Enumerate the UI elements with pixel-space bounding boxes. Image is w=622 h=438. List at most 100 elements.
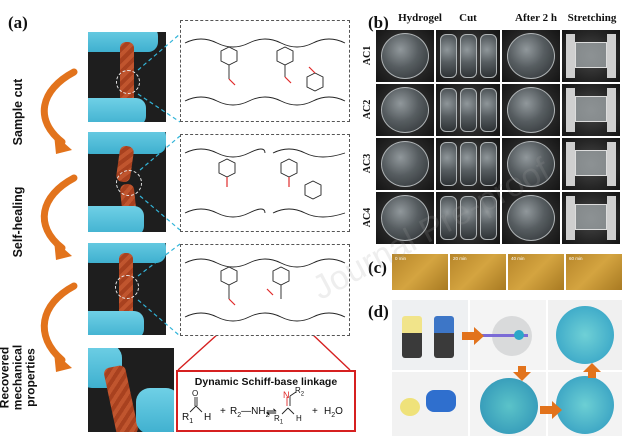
timestamp-1: 0 min <box>395 256 407 261</box>
clamp-right <box>607 196 616 240</box>
amine-r: R <box>230 406 238 417</box>
healed-disc-1 <box>480 378 538 434</box>
healed-disc <box>507 195 555 241</box>
arrow-right-d-2 <box>540 401 562 419</box>
arrow-up-d <box>583 363 601 378</box>
stretched-film <box>575 42 607 68</box>
col-head-stretching: Stretching <box>567 12 617 24</box>
photo-strip-stretched <box>88 348 174 432</box>
photo-injection <box>470 300 546 370</box>
clamp-left <box>566 142 575 186</box>
col-head-after: After 2 h <box>515 12 557 24</box>
vial-blue <box>434 316 454 358</box>
grid-cell-r2-c4 <box>562 84 620 136</box>
imine-r2: R2 <box>295 386 304 398</box>
process-arrows <box>40 68 78 372</box>
aldehyde-r1: R1 <box>182 412 193 425</box>
grid-cell-r4-c2 <box>436 192 500 244</box>
clamp-right <box>607 88 616 132</box>
imine-r1-r: R <box>274 414 280 423</box>
water-o: O <box>335 406 343 417</box>
structure-healed <box>180 244 350 336</box>
grid-cell-r2-c3 <box>502 84 560 136</box>
stretched-film <box>575 150 607 176</box>
panel-b-label: (b) <box>368 13 389 32</box>
grid-cell-r4-c4 <box>562 192 620 244</box>
col-head-hydrogel: Hydrogel <box>398 12 442 24</box>
grid-cell-r1-c3 <box>502 30 560 82</box>
hydrogel-disc <box>381 141 429 187</box>
cut-piece <box>460 88 477 132</box>
clamp-right <box>607 142 616 186</box>
cut-piece <box>480 34 497 78</box>
stretched-film <box>575 204 607 230</box>
water-sub: 2 <box>331 412 336 419</box>
panel-a-label: (a) <box>8 13 28 32</box>
water: H2O <box>324 406 343 419</box>
photo-shapes <box>392 372 468 436</box>
arrow-right-d <box>462 327 484 345</box>
grid-cell-r3-c4 <box>562 138 620 190</box>
amine-group: —NH <box>241 406 266 417</box>
imine-r2-sub: 2 <box>300 391 305 398</box>
schiff-equation-bonds <box>189 391 297 415</box>
hydrogel-disc <box>381 195 429 241</box>
cut-piece <box>460 142 477 186</box>
imine-r1: R1 <box>274 414 283 426</box>
schiff-base-box: Dynamic Schiff-base linkage O R1 H + R2—… <box>176 370 356 432</box>
grid-cell-r2-c2 <box>436 84 500 136</box>
plus-2: + <box>312 406 318 417</box>
timestamp-4: 60 min <box>569 256 583 261</box>
cut-piece <box>440 88 457 132</box>
photo-strip-cut <box>88 132 166 232</box>
amine-group-sub: 2 <box>265 412 270 419</box>
arrow-3 <box>40 282 78 364</box>
healed-disc <box>507 141 555 187</box>
cut-piece <box>440 142 457 186</box>
stretched-film <box>575 96 607 122</box>
arrowhead-1 <box>54 134 72 154</box>
aldehyde-h: H <box>204 412 212 423</box>
vial-yellow <box>402 316 422 358</box>
grid-cell-r1-c1 <box>376 30 434 82</box>
healed-disc <box>507 87 555 133</box>
clamp-left <box>566 88 575 132</box>
syringe-needle <box>470 334 528 337</box>
healed-disc <box>507 33 555 79</box>
panel-c-frame-4: 60 min <box>566 254 622 290</box>
yellow-shape <box>400 398 420 416</box>
blue-disc <box>556 306 614 364</box>
grid-cell-r3-c2 <box>436 138 500 190</box>
photo-blue-disc <box>548 300 622 370</box>
imine-r1-sub: 1 <box>279 419 284 426</box>
glove-bottom <box>88 98 146 122</box>
hydrogel-disc <box>381 33 429 79</box>
panel-c-frame-1: 0 min <box>392 254 448 290</box>
network-schematic-2 <box>184 148 346 218</box>
schiff-base-title: Dynamic Schiff-base linkage <box>194 376 338 388</box>
equilibrium-arrow: ⇌ <box>266 404 277 419</box>
grid-cell-r4-c3 <box>502 192 560 244</box>
photo-strip-healed <box>88 243 166 335</box>
cut-piece <box>440 196 457 240</box>
healed-disc-2 <box>556 376 614 434</box>
plus-1: + <box>220 406 226 417</box>
cut-piece <box>460 196 477 240</box>
clamp-right <box>607 34 616 78</box>
structure-cut <box>180 134 350 232</box>
photo-healed-disc-2 <box>548 372 622 436</box>
cut-piece <box>440 34 457 78</box>
photo-healed-disc-1 <box>470 372 546 436</box>
network-schematic-3 <box>184 258 346 322</box>
imine-r2-r: R <box>295 386 301 395</box>
grid-cell-r4-c1 <box>376 192 434 244</box>
imine-n: N <box>283 390 290 400</box>
photo-strip-intact <box>88 32 166 122</box>
water-h: H <box>324 406 332 417</box>
hydrogel-disc <box>381 87 429 133</box>
arrow-down-d <box>513 366 531 381</box>
aldehyde-r1-r: R <box>182 412 190 423</box>
timestamp-2: 20 min <box>453 256 467 261</box>
panel-c-frame-3: 40 min <box>508 254 564 290</box>
